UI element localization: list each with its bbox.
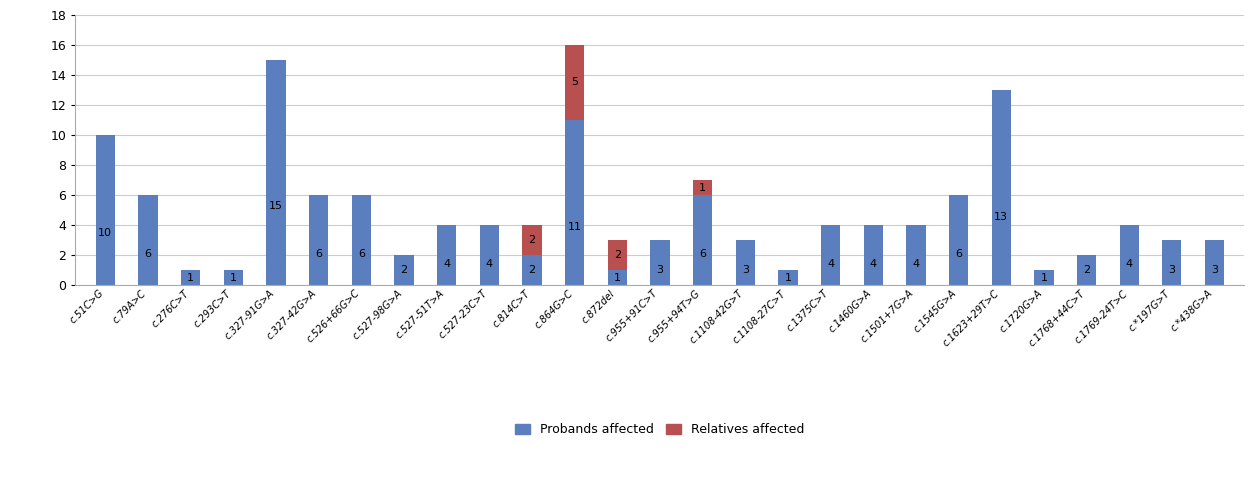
Bar xyxy=(309,195,328,285)
Bar xyxy=(693,180,713,195)
Text: 13: 13 xyxy=(994,212,1008,222)
Text: 2: 2 xyxy=(401,265,407,276)
Bar xyxy=(693,195,713,285)
Text: 6: 6 xyxy=(145,249,151,259)
Text: 3: 3 xyxy=(656,265,664,275)
Text: 1: 1 xyxy=(784,273,792,283)
Text: 2: 2 xyxy=(528,235,535,245)
Text: 4: 4 xyxy=(442,259,450,269)
Text: 15: 15 xyxy=(269,201,283,212)
Text: 2: 2 xyxy=(528,265,535,276)
Bar xyxy=(224,270,243,285)
Text: 4: 4 xyxy=(870,259,877,269)
Text: 4: 4 xyxy=(827,259,835,269)
Bar xyxy=(437,225,456,285)
Text: 4: 4 xyxy=(485,259,493,269)
Bar xyxy=(181,270,200,285)
Bar xyxy=(607,240,627,270)
Text: 2: 2 xyxy=(1084,265,1090,276)
Bar xyxy=(96,135,114,285)
Text: 1: 1 xyxy=(613,273,621,283)
Bar xyxy=(523,255,542,285)
Legend: Probands affected, Relatives affected: Probands affected, Relatives affected xyxy=(510,419,810,441)
Text: 11: 11 xyxy=(568,222,582,233)
Text: 3: 3 xyxy=(742,265,749,275)
Bar xyxy=(949,195,968,285)
Bar xyxy=(650,240,670,285)
Bar xyxy=(564,120,585,285)
Bar xyxy=(735,240,755,285)
Bar xyxy=(564,45,585,120)
Text: 6: 6 xyxy=(955,249,962,259)
Text: 4: 4 xyxy=(1126,259,1133,269)
Text: 1: 1 xyxy=(1041,273,1047,283)
Text: 6: 6 xyxy=(358,249,365,259)
Text: 6: 6 xyxy=(699,249,706,259)
Bar xyxy=(352,195,371,285)
Text: 6: 6 xyxy=(316,249,322,259)
Bar xyxy=(607,270,627,285)
Text: 5: 5 xyxy=(571,77,578,88)
Text: 2: 2 xyxy=(613,250,621,260)
Bar xyxy=(266,60,285,285)
Text: 1: 1 xyxy=(230,273,236,283)
Bar xyxy=(523,225,542,255)
Bar xyxy=(1035,270,1053,285)
Text: 3: 3 xyxy=(1210,265,1218,275)
Text: 1: 1 xyxy=(699,183,706,193)
Bar xyxy=(992,90,1011,285)
Bar xyxy=(906,225,925,285)
Bar xyxy=(778,270,797,285)
Bar xyxy=(821,225,840,285)
Bar xyxy=(395,255,414,285)
Bar xyxy=(138,195,157,285)
Bar xyxy=(1120,225,1139,285)
Text: 10: 10 xyxy=(98,228,112,238)
Text: 1: 1 xyxy=(187,273,194,283)
Text: 3: 3 xyxy=(1169,265,1175,275)
Bar xyxy=(480,225,499,285)
Bar xyxy=(1163,240,1182,285)
Bar xyxy=(1205,240,1224,285)
Bar xyxy=(864,225,882,285)
Bar xyxy=(1077,255,1096,285)
Text: 4: 4 xyxy=(913,259,919,269)
